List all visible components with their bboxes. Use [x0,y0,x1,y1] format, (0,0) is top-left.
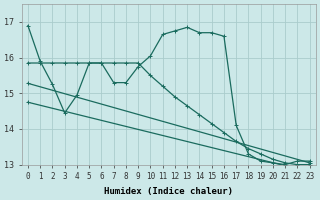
X-axis label: Humidex (Indice chaleur): Humidex (Indice chaleur) [104,187,233,196]
